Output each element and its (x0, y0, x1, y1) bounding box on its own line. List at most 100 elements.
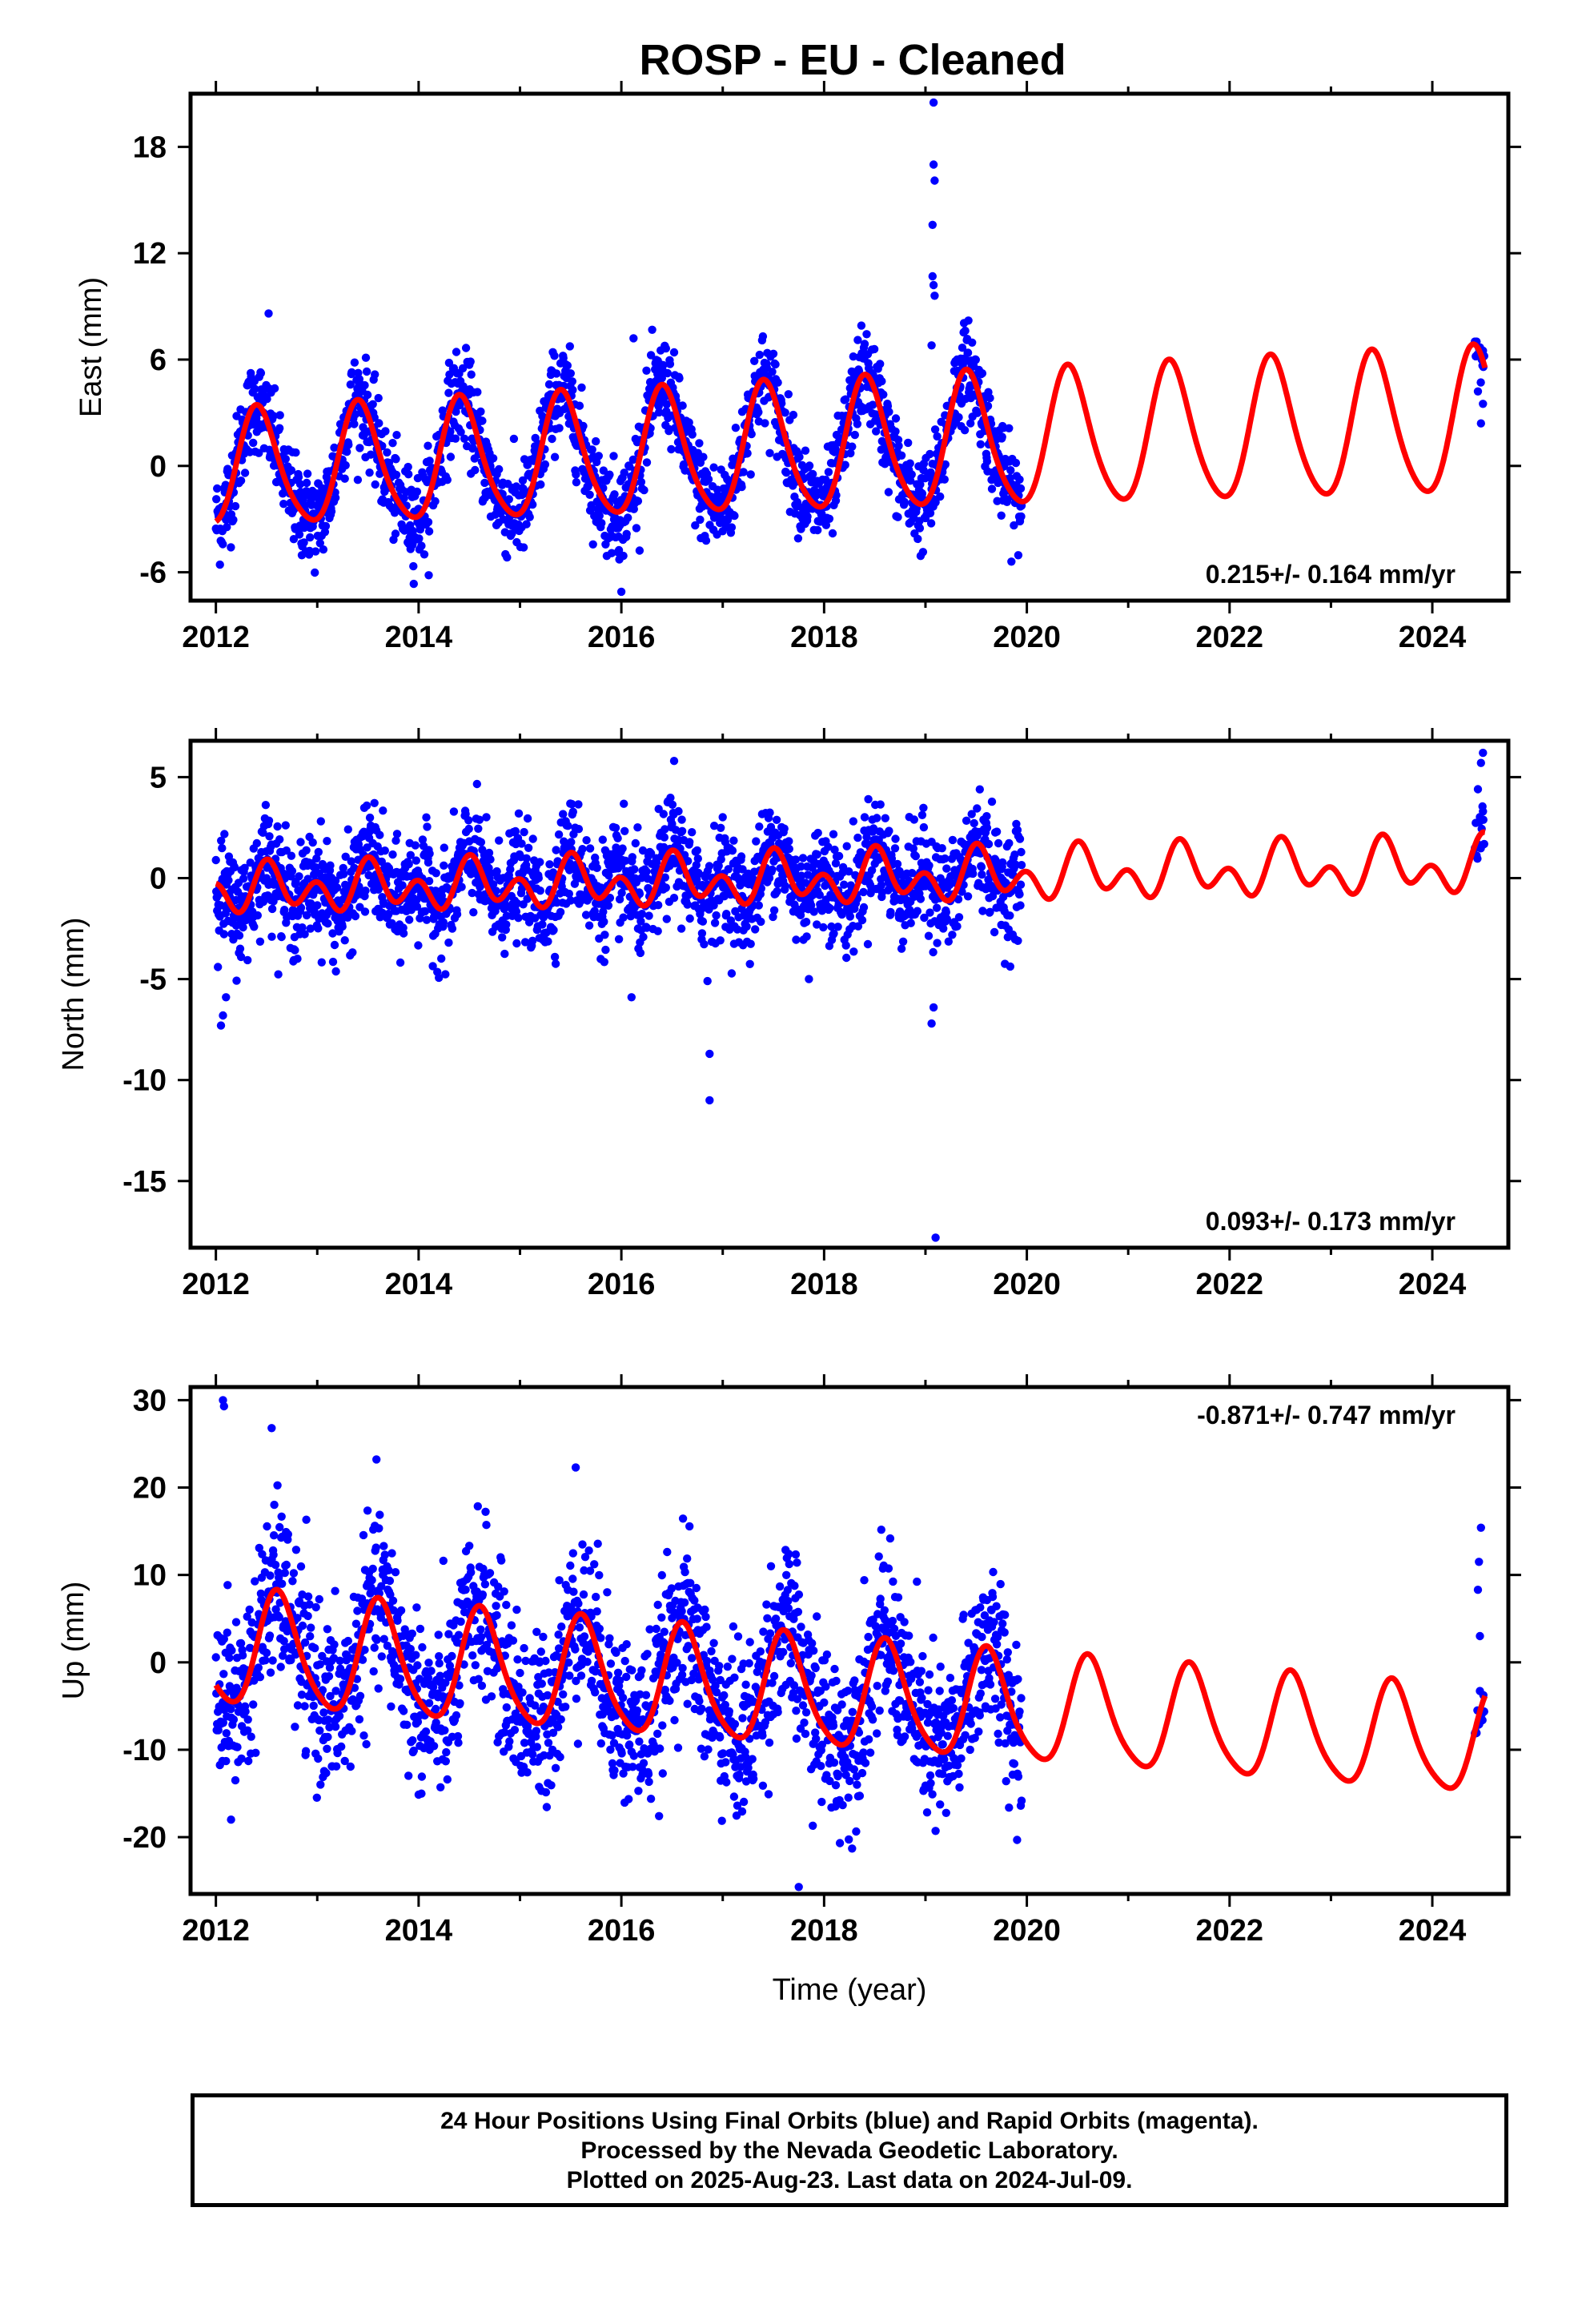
data-point (454, 1739, 463, 1747)
data-point-outlier (931, 1233, 940, 1242)
data-point (785, 844, 793, 854)
data-point (331, 1586, 339, 1595)
data-point (299, 538, 308, 547)
data-point (253, 911, 262, 920)
data-point (437, 891, 446, 900)
data-point-outlier (705, 1096, 714, 1105)
data-point (963, 892, 973, 901)
data-point (214, 1726, 223, 1735)
data-point (296, 1562, 306, 1571)
data-point (432, 1704, 440, 1714)
data-point (245, 1605, 254, 1614)
data-point (427, 1667, 436, 1675)
data-point (388, 439, 397, 448)
data-point (363, 843, 371, 852)
data-point (556, 1715, 565, 1724)
data-point (654, 901, 663, 910)
x-tick-label: 2012 (182, 1268, 250, 1301)
data-point (340, 936, 349, 945)
data-point (834, 851, 844, 861)
data-point (712, 911, 721, 920)
data-point (296, 903, 306, 912)
data-point (432, 869, 440, 878)
data-point (265, 832, 274, 841)
data-point (758, 332, 768, 341)
data-point (614, 935, 624, 944)
data-point (391, 1568, 400, 1577)
data-point (638, 846, 648, 855)
data-point (458, 364, 468, 373)
data-point (377, 857, 386, 866)
data-point (436, 1783, 445, 1791)
data-point (341, 460, 350, 470)
data-point (739, 468, 748, 476)
data-point (1010, 521, 1018, 530)
data-point (755, 350, 764, 360)
data-point (331, 1762, 341, 1771)
data-point (812, 491, 821, 501)
y-axis-label-east: East (mm) (74, 277, 108, 417)
data-point (477, 1681, 487, 1691)
data-point (684, 857, 693, 866)
data-point (659, 810, 668, 818)
data-point (466, 357, 475, 366)
data-point (381, 427, 390, 436)
data-point (406, 1644, 415, 1654)
data-point (941, 854, 950, 863)
data-point (445, 370, 454, 379)
data-point (291, 946, 299, 955)
data-point (893, 513, 902, 521)
data-point (323, 837, 331, 846)
data-point (235, 944, 245, 953)
data-point (379, 806, 387, 815)
data-point (724, 865, 733, 874)
data-point (986, 907, 994, 917)
data-point (374, 885, 383, 895)
x-tick-label: 2016 (588, 1268, 656, 1301)
data-point (350, 358, 359, 367)
data-point (710, 919, 720, 927)
data-point (448, 924, 457, 933)
data-point (936, 492, 945, 501)
data-point (792, 935, 801, 944)
data-point (270, 384, 279, 393)
data-point (588, 445, 596, 454)
data-point (404, 1771, 413, 1780)
data-point (752, 837, 761, 846)
data-point (251, 384, 259, 393)
data-point (455, 1681, 464, 1690)
data-point (298, 923, 307, 932)
data-point (513, 1655, 522, 1664)
data-point (424, 1674, 433, 1683)
data-point (315, 1594, 323, 1604)
data-point (475, 815, 484, 824)
data-point (909, 844, 918, 853)
data-point (416, 1624, 425, 1634)
data-point (473, 388, 482, 396)
data-point (998, 432, 1006, 441)
data-point (677, 924, 686, 933)
data-point (911, 851, 921, 861)
data-point (262, 1648, 271, 1658)
data-point (553, 1723, 563, 1731)
data-point (913, 534, 922, 544)
data-point (693, 846, 701, 855)
data-point (795, 452, 804, 461)
data-point (392, 830, 402, 838)
data-point (476, 838, 486, 846)
data-point (809, 907, 818, 916)
data-point (371, 1543, 380, 1552)
data-point (768, 368, 777, 376)
data-point (685, 838, 694, 846)
data-point (930, 425, 940, 434)
data-point (727, 969, 737, 978)
data-point-outlier (927, 341, 936, 350)
data-point (622, 529, 631, 538)
data-point (966, 381, 974, 390)
data-point (282, 846, 291, 855)
data-point (538, 920, 547, 929)
data-point (813, 920, 821, 929)
data-point (440, 843, 448, 852)
data-point (877, 376, 886, 386)
data-point (307, 1623, 315, 1632)
